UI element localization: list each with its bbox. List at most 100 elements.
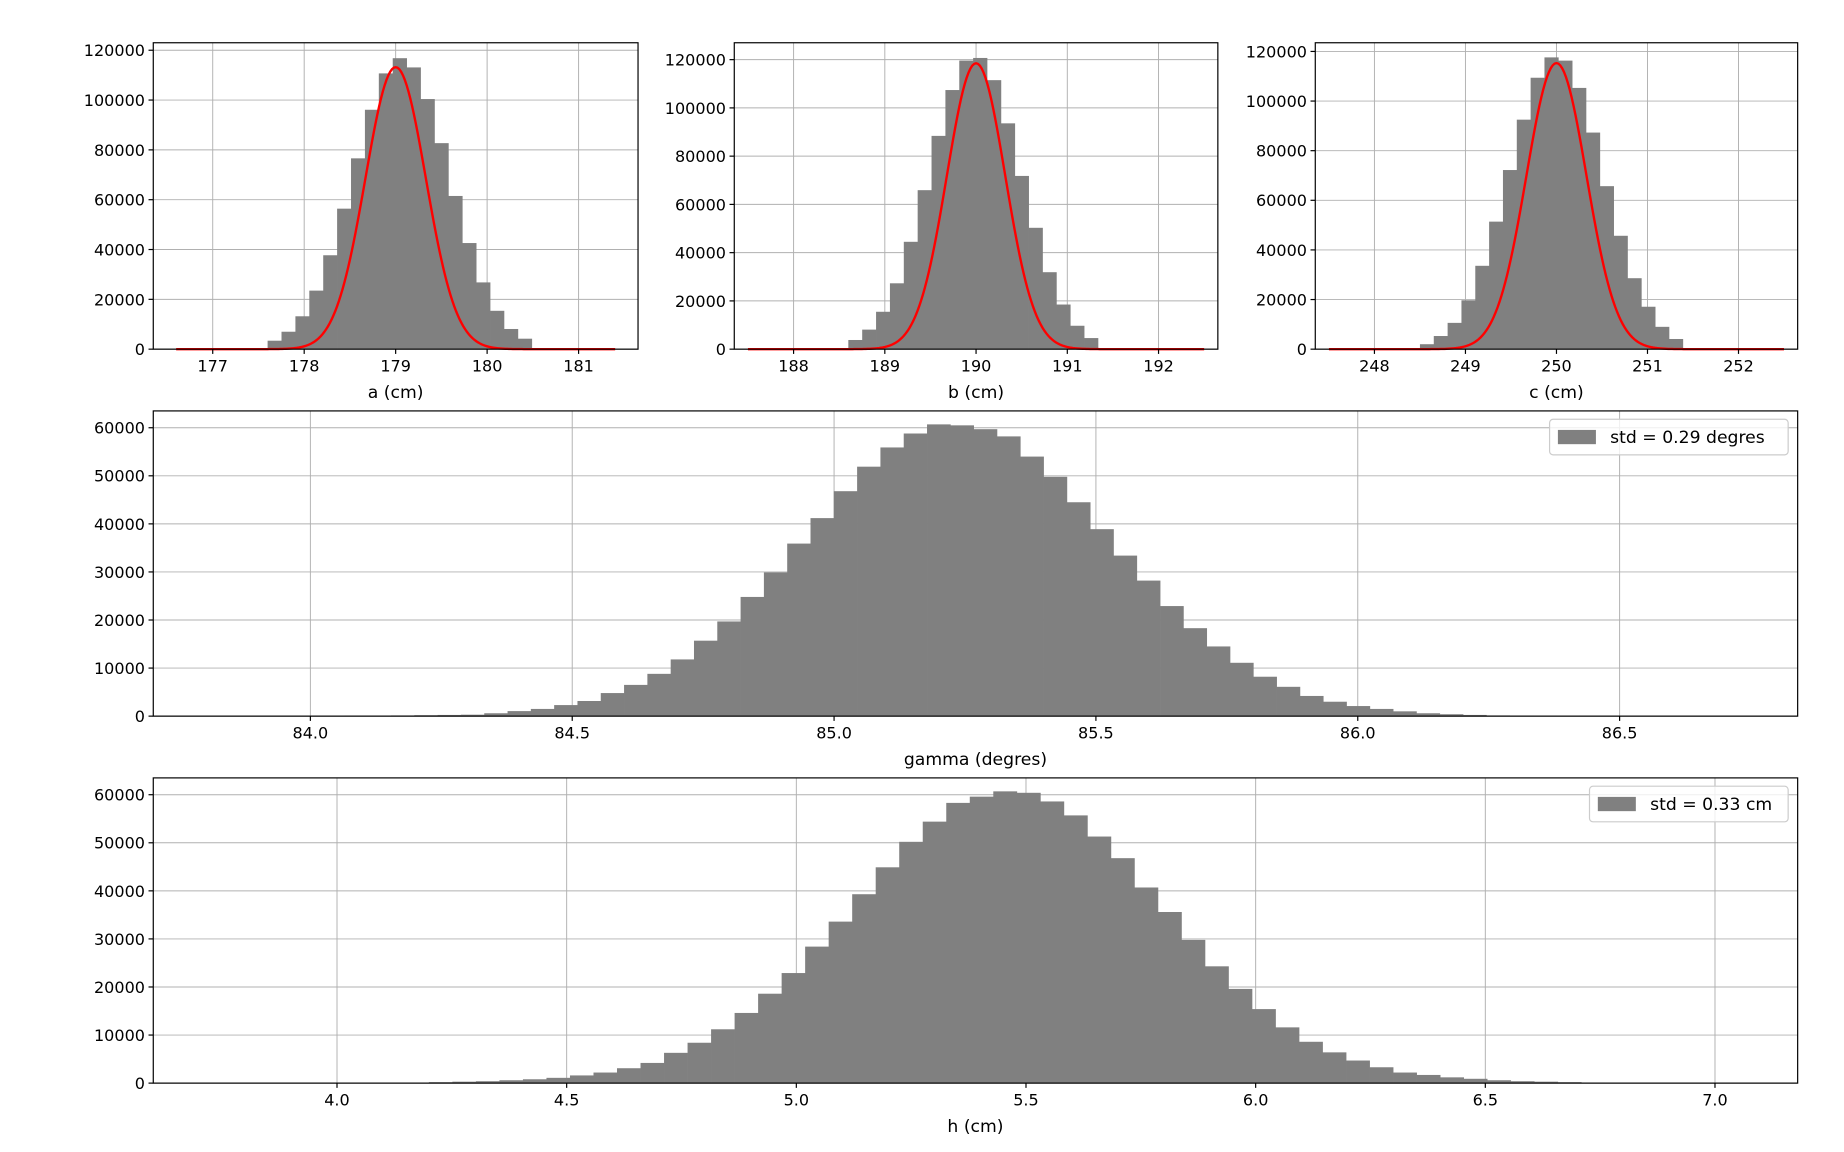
histogram-bar (1641, 306, 1656, 350)
x-tick-label: 248 (1359, 357, 1390, 376)
x-tick-label: 181 (563, 357, 594, 376)
histogram-bar (1157, 912, 1182, 1084)
histogram-bars (428, 791, 1606, 1084)
x-tick-label: 251 (1632, 357, 1663, 376)
x-axis-label: a (cm) (368, 383, 424, 403)
histogram-bar (1510, 1081, 1535, 1084)
histogram-b: 188 189 190 191 192 0 20000 40000 60000 80000 1000… (665, 42, 1219, 403)
histogram-bar (787, 543, 811, 717)
histogram-bar (1299, 1041, 1323, 1084)
histogram-bar (503, 328, 519, 350)
histogram-bar (1136, 580, 1161, 717)
histogram-bar (624, 684, 648, 717)
x-tick-label: 192 (1143, 357, 1174, 376)
histogram-bar (903, 241, 919, 350)
x-tick-label: 4.5 (554, 1091, 579, 1110)
histogram-bar (1229, 662, 1254, 717)
x-tick-label: 6.5 (1473, 1091, 1498, 1110)
histogram-bar (1440, 1077, 1464, 1084)
histogram-bar (490, 310, 505, 350)
histogram-bar (1160, 606, 1184, 717)
x-tick-label: 191 (1052, 357, 1083, 376)
histogram-bar (1655, 326, 1670, 350)
histogram-bar (828, 921, 853, 1084)
histogram-bar (406, 67, 421, 350)
histogram-bar (569, 1075, 594, 1084)
legend-swatch (1597, 796, 1636, 812)
y-tick-label: 80000 (94, 141, 145, 160)
histogram-bar (1346, 706, 1371, 717)
histogram-bar (1020, 456, 1044, 717)
histogram-bar (945, 90, 960, 350)
histogram-bar (448, 195, 463, 350)
histogram-bars (344, 424, 1627, 717)
y-tick-label: 20000 (94, 290, 145, 309)
histogram-bar (517, 338, 533, 350)
histogram-bar (1275, 1027, 1300, 1084)
histogram-bar (462, 243, 477, 350)
y-tick-label: 40000 (94, 240, 145, 259)
histogram-bar (946, 802, 971, 1084)
x-axis-label: gamma (degres) (904, 750, 1047, 770)
x-tick-label: 86.5 (1602, 724, 1638, 743)
histogram-bar (810, 518, 835, 717)
histogram-bar (1475, 265, 1490, 350)
y-tick-label: 60000 (94, 191, 145, 210)
histogram-bar (1183, 628, 1208, 717)
histogram-bar (969, 796, 994, 1084)
histogram-bar (903, 433, 928, 717)
histogram-bar (922, 821, 947, 1084)
histogram-bar (848, 339, 863, 350)
legend-frame (1548, 418, 1789, 456)
histogram-bar (1439, 714, 1464, 717)
histogram-bar (1463, 714, 1487, 717)
histogram-bar (640, 1062, 665, 1084)
histogram-bar (1084, 338, 1099, 350)
histogram-bar (295, 316, 310, 350)
histogram-bar (1134, 887, 1159, 1084)
y-tick-label: 0 (135, 707, 145, 726)
histogram-bar (758, 993, 782, 1084)
legend: std = 0.29 degres (1548, 418, 1789, 456)
x-tick-label: 180 (472, 357, 503, 376)
histogram-bar (927, 424, 951, 717)
histogram-bar (460, 714, 485, 717)
histogram-bar (647, 673, 672, 717)
histogram-bar (475, 1081, 500, 1084)
histogram-bar (267, 340, 282, 350)
histogram-bar (993, 791, 1018, 1084)
legend: std = 0.33 cm (1588, 785, 1789, 823)
x-tick-label: 188 (778, 357, 809, 376)
histogram-bar (434, 143, 449, 350)
histogram-bar (378, 73, 394, 350)
histogram-bar (1028, 227, 1043, 350)
histogram-bar (670, 659, 695, 717)
histogram-a: 177 178 179 180 181 0 20000 40000 60000 80000 1000… (84, 41, 639, 403)
histogram-bar (875, 867, 900, 1084)
histogram-bar (1346, 1060, 1370, 1084)
histogram-bar (711, 1029, 735, 1084)
x-tick-label: 6.0 (1243, 1091, 1268, 1110)
histogram-bar (973, 57, 988, 350)
histogram-bar (950, 425, 974, 717)
x-tick-label: 5.5 (1013, 1091, 1038, 1110)
histogram-bar (530, 708, 555, 717)
histogram-bar (281, 331, 296, 350)
histogram-bar (1668, 338, 1684, 350)
axes-frame (152, 777, 1799, 1084)
histogram-bar (1042, 272, 1057, 350)
y-tick-label: 60000 (1256, 191, 1307, 210)
x-tick-label: 84.0 (293, 724, 329, 743)
histogram-bar (600, 693, 625, 717)
histogram-bar (392, 58, 407, 350)
y-tick-label: 10000 (94, 659, 145, 678)
histogram-bar (1433, 336, 1448, 350)
histogram-bar (805, 946, 830, 1084)
histogram-bar (876, 311, 891, 350)
histogram-bar (1204, 966, 1229, 1084)
y-tick-label: 100000 (1246, 92, 1307, 111)
histogram-bar (1087, 836, 1112, 1084)
histogram-bar (420, 99, 435, 350)
histogram-bar (1534, 1081, 1559, 1084)
